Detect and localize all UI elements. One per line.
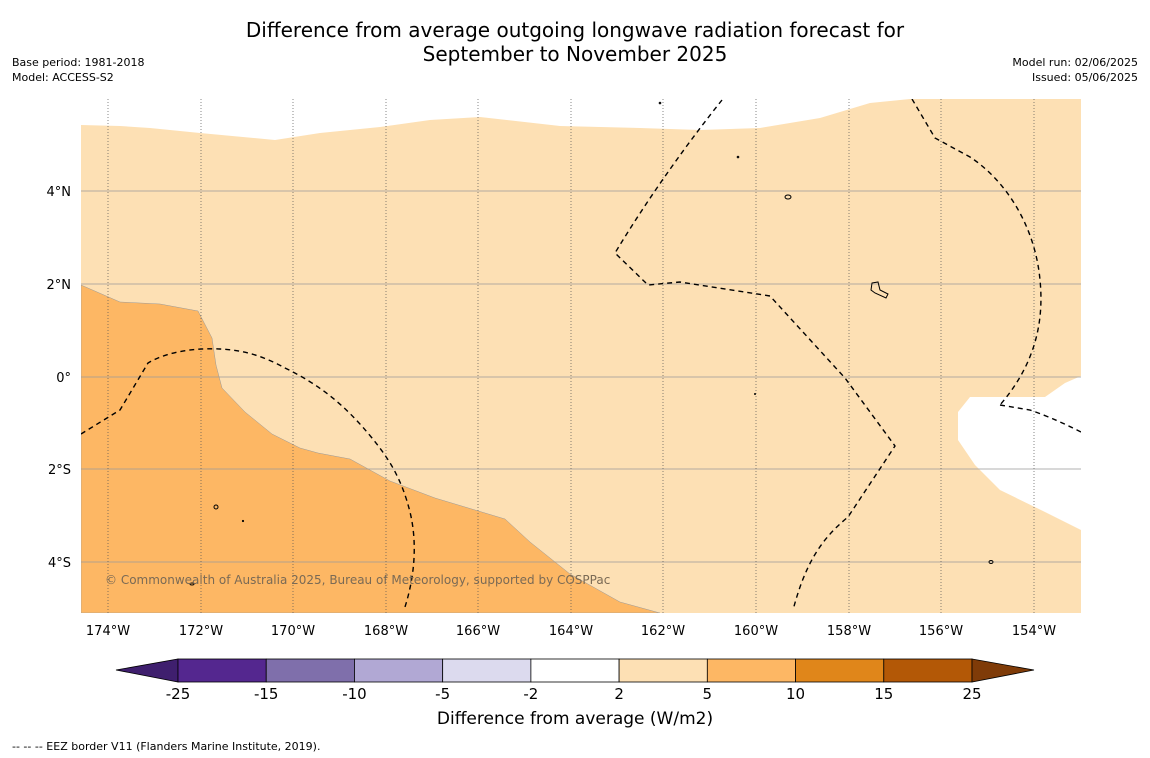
colorbar-segment [442, 658, 532, 683]
eez-border-southeast [999, 404, 1081, 433]
base-period: Base period: 1981-2018 [12, 56, 145, 69]
lon-label: 172°W [179, 624, 223, 639]
island-kiritimati [870, 281, 889, 299]
lon-label: 168°W [364, 624, 408, 639]
lon-label: 166°W [456, 624, 500, 639]
island-7 [241, 519, 245, 523]
colorbar-arrow-low [115, 658, 179, 683]
lon-label: 162°W [641, 624, 685, 639]
anomaly-neutral-region-north [81, 99, 1081, 140]
colorbar-label: Difference from average (W/m2) [436, 709, 714, 729]
colorbar-segments [177, 658, 973, 683]
lat-label: 4°N [47, 185, 72, 200]
lon-label: 170°W [271, 624, 315, 639]
colorbar-tick-label: 25 [962, 685, 981, 703]
map-area: © Commonwealth of Australia 2025, Bureau… [81, 99, 1081, 613]
copyright-text: © Commonwealth of Australia 2025, Bureau… [105, 573, 610, 587]
lat-label: 4°S [48, 556, 71, 571]
lon-label: 164°W [549, 624, 593, 639]
lon-label: 154°W [1012, 624, 1056, 639]
colorbar-tick-label: -25 [166, 685, 191, 703]
island-4 [988, 560, 994, 564]
colorbar-arrow-high [971, 658, 1035, 683]
anomaly-5-to-10-region [81, 284, 661, 613]
colorbar-tick-label: -2 [523, 685, 538, 703]
colorbar-ticks: -25 -15 -10 -5 -2 2 5 10 15 25 [166, 685, 982, 703]
colorbar-tick-label: -15 [254, 685, 279, 703]
colorbar-tick-label: 5 [703, 685, 713, 703]
colorbar-segment [618, 658, 708, 683]
colorbar-segment [265, 658, 355, 683]
colorbar-tick-label: 2 [614, 685, 624, 703]
colorbar-segment [530, 658, 620, 683]
eez-borders [81, 99, 1081, 611]
colorbar-tick-label: -5 [435, 685, 450, 703]
colorbar-segment [706, 658, 796, 683]
colorbar-segment [795, 658, 885, 683]
lon-label: 158°W [827, 624, 871, 639]
model-name: Model: ACCESS-S2 [12, 71, 114, 84]
longitude-labels: 174°W 172°W 170°W 168°W 166°W 164°W 162°… [86, 624, 1056, 639]
meta-right: Model run: 02/06/2025 Issued: 05/06/2025 [1012, 55, 1138, 85]
colorbar: -25 -15 -10 -5 -2 2 5 10 15 25 [115, 658, 1035, 703]
lon-label: 174°W [86, 624, 130, 639]
map-title: Difference from average outgoing longwav… [245, 18, 905, 66]
colorbar-segment [177, 658, 267, 683]
island-6 [658, 101, 662, 105]
island-1 [784, 194, 792, 200]
model-run: Model run: 02/06/2025 [1012, 56, 1138, 69]
eez-border-line-islands [614, 99, 896, 611]
anomaly-neutral-region-east [958, 376, 1081, 530]
latitude-gridlines [81, 190, 1081, 563]
island-3 [189, 582, 195, 586]
island-5 [736, 155, 740, 159]
eez-border-kiribati-west [81, 348, 415, 611]
island-8 [754, 393, 756, 395]
issued-date: Issued: 05/06/2025 [1031, 71, 1138, 84]
islands [189, 101, 994, 586]
colorbar-tick-label: 10 [786, 685, 805, 703]
lon-label: 156°W [919, 624, 963, 639]
colorbar-segment [883, 658, 973, 683]
colorbar-tick-label: -10 [342, 685, 367, 703]
colorbar-segment [354, 658, 444, 683]
latitude-labels: 4°N 2°N 0° 2°S 4°S [47, 185, 72, 571]
eez-legend-note: -- -- -- EEZ border V11 (Flanders Marine… [12, 740, 321, 753]
lat-label: 0° [56, 371, 71, 386]
lat-label: 2°S [48, 463, 71, 478]
colorbar-tick-label: 15 [874, 685, 893, 703]
meta-left: Base period: 1981-2018 Model: ACCESS-S2 [12, 55, 144, 85]
lat-label: 2°N [47, 278, 72, 293]
island-2 [213, 504, 219, 510]
lon-label: 160°W [734, 624, 778, 639]
